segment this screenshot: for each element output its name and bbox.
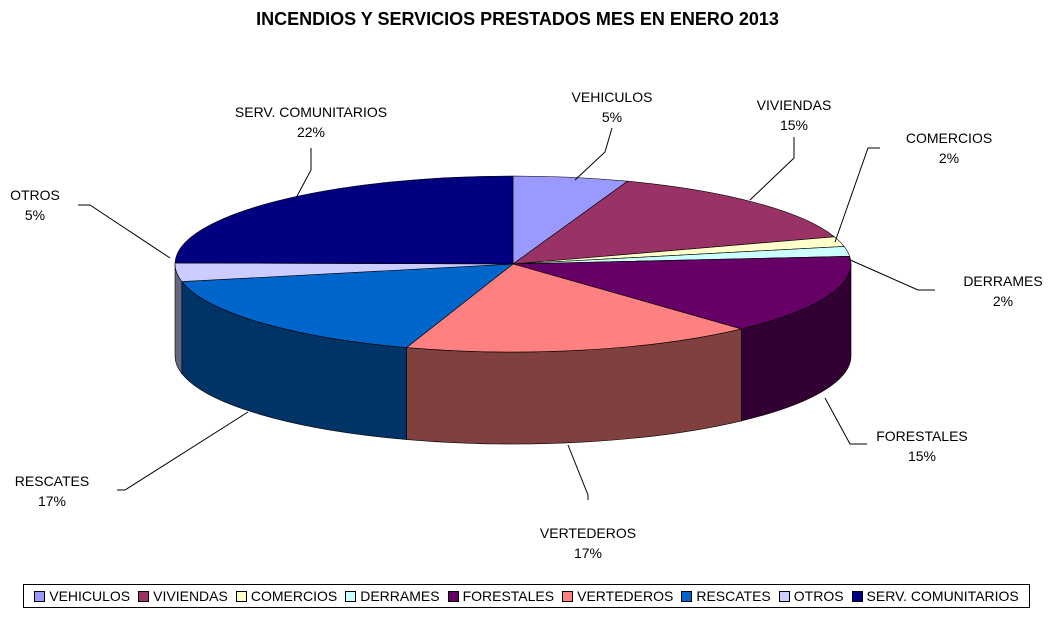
legend-swatch [851,590,863,602]
slice-percent-label: 15% [908,448,936,464]
slice-label: FORESTALES [876,428,968,444]
slice-label: COMERCIOS [906,130,992,146]
legend-item: VIVIENDAS [138,588,228,604]
slice-label: VEHICULOS [572,89,653,105]
chart-title: INCENDIOS Y SERVICIOS PRESTADOS MES EN E… [256,9,779,29]
leader-line [847,258,935,291]
leader-line [574,127,613,181]
legend-label: FORESTALES [462,588,555,604]
leader-line [117,411,249,491]
leader-line [749,137,795,201]
legend-label: VIVIENDAS [153,588,228,604]
legend-label: VERTEDEROS [577,588,674,604]
slice-forestales [512,255,852,330]
slice-percent-label: 2% [993,293,1013,309]
legend-swatch [778,590,790,602]
legend-swatch [138,590,150,602]
legend-label: COMERCIOS [250,588,338,604]
pie-tops [174,175,852,353]
legend-label: RESCATES [696,588,771,604]
legend-item: FORESTALES [447,588,555,604]
slice-rescates [181,263,514,348]
leader-line [78,204,171,259]
slice-percent-label: 17% [574,545,602,561]
slice-labels: VEHICULOS 5% VIVIENDAS 15% COMERCIOS 2% DERRAM… [10,89,1043,561]
slice-label: OTROS [10,187,60,203]
legend-label: SERV. COMUNITARIOS [866,588,1019,604]
leader-line [834,147,880,243]
leader-line [295,148,312,199]
slice-percent-label: 2% [939,150,959,166]
legend-label: OTROS [793,588,844,604]
legend-item: VERTEDEROS [562,588,673,604]
slice-label: VERTEDEROS [540,525,636,541]
slice-label: VIVIENDAS [757,97,832,113]
slice-vertederos [405,263,743,353]
slice-percent-label: 15% [780,117,808,133]
legend-item: DERRAMES [345,588,440,604]
legend-label: VEHICULOS [49,588,131,604]
legend-item: OTROS [778,588,844,604]
slice-percent-label: 22% [297,124,325,140]
leader-line [567,444,589,500]
legend-item: RESCATES [681,588,771,604]
legend-swatch [34,590,46,602]
slice-serv-comunitarios [174,175,514,265]
legend-swatch [562,590,574,602]
slice-label: SERV. COMUNITARIOS [235,104,387,120]
leader-lines [78,127,935,500]
pie-sides [174,263,852,445]
slice-percent-label: 5% [602,109,622,125]
slice-percent-label: 17% [38,493,66,509]
leader-line [824,397,867,445]
slice-label: RESCATES [15,473,89,489]
legend-item: COMERCIOS [235,588,338,604]
legend-swatch [345,590,357,602]
slice-label: DERRAMES [963,273,1042,289]
legend-swatch [235,590,247,602]
legend-item: VEHICULOS [34,588,130,604]
legend-item: SERV. COMUNITARIOS [851,588,1019,604]
slice-viviendas [511,180,836,265]
legend: VEHICULOS VIVIENDAS COMERCIOS DERRAMES FORES… [23,584,1030,608]
legend-label: DERRAMES [360,588,440,604]
legend-swatch [681,590,693,602]
pie-chart: VEHICULOS 5% VIVIENDAS 15% COMERCIOS 2% DERRAM… [10,89,1043,561]
legend-swatch [447,590,459,602]
slice-percent-label: 5% [25,207,45,223]
